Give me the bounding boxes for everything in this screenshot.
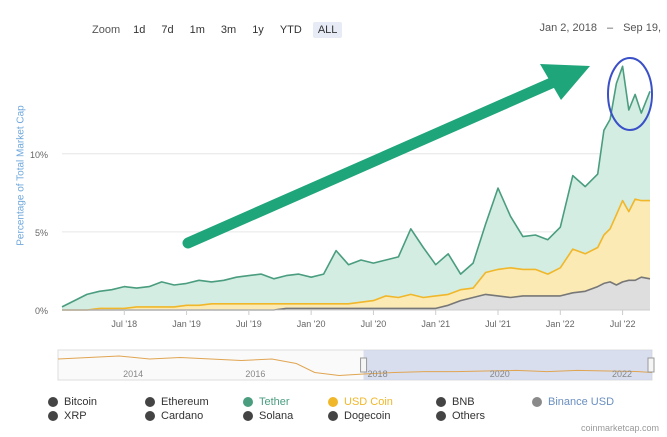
- legend-label: Others: [452, 410, 486, 422]
- legend-label: USD Coin: [344, 396, 393, 408]
- legend-marker: [145, 411, 155, 421]
- legend-item-bitcoin[interactable]: Bitcoin: [48, 396, 97, 408]
- range-from[interactable]: Jan 2, 2018: [539, 22, 597, 34]
- y-axis: 0% 5% 10%: [30, 150, 48, 316]
- navigator-tick-label: 2022: [612, 369, 632, 379]
- legend-marker: [328, 411, 338, 421]
- navigator: 2014 2016 2018 2020 2022: [57, 349, 655, 381]
- series-line-usd-coin: [62, 198, 650, 311]
- zoom-label: Zoom: [92, 24, 121, 36]
- legend-label: Cardano: [161, 410, 204, 422]
- zoom-1d-button[interactable]: 1d: [133, 24, 146, 36]
- navigator-selection: [363, 350, 652, 380]
- legend-label: Bitcoin: [64, 396, 98, 408]
- annotations: [182, 57, 653, 249]
- y-tick-label: 0%: [35, 306, 48, 316]
- navigator-tick-label: 2014: [123, 369, 143, 379]
- zoom-ytd-button[interactable]: YTD: [279, 24, 302, 36]
- legend-label: XRP: [64, 410, 87, 422]
- legend-item-solana[interactable]: Solana: [243, 410, 293, 422]
- legend-item-ethereum[interactable]: Ethereum: [145, 396, 209, 408]
- legend-label: Solana: [259, 410, 294, 422]
- legend-marker: [532, 397, 542, 407]
- legend-marker: [145, 397, 155, 407]
- legend-item-binance-usd[interactable]: Binance USD: [532, 396, 614, 408]
- legend-label: Ethereum: [161, 396, 209, 408]
- legend-marker: [243, 397, 253, 407]
- highlight-circle: [607, 57, 653, 131]
- range-separator: –: [606, 22, 614, 34]
- legend-label: Binance USD: [548, 396, 615, 408]
- range-to[interactable]: Sep 19,: [623, 22, 661, 34]
- zoom-bar: Zoom 1d 7d 1m 3m 1y YTD ALL: [92, 22, 343, 38]
- navigator-tick-label: 2016: [245, 369, 265, 379]
- legend-item-others[interactable]: Others: [436, 410, 485, 422]
- legend-item-cardano[interactable]: Cardano: [145, 410, 203, 422]
- x-tick-label: Jul '20: [361, 319, 387, 329]
- x-tick-label: Jul '19: [236, 319, 262, 329]
- x-axis: Jul '18 Jan '19 Jul '19 Jan '20 Jul '20 Jan '…: [62, 309, 650, 329]
- legend-marker: [48, 411, 58, 421]
- x-tick-label: Jan '20: [297, 319, 326, 329]
- series-area-usd-coin: [62, 199, 650, 310]
- x-tick-label: Jan '19: [172, 319, 201, 329]
- legend-marker: [243, 411, 253, 421]
- legend-label: Tether: [259, 396, 290, 408]
- zoom-7d-button[interactable]: 7d: [161, 24, 174, 36]
- navigator-tick-label: 2020: [490, 369, 510, 379]
- legend-item-xrp[interactable]: XRP: [48, 410, 87, 422]
- zoom-1m-button[interactable]: 1m: [189, 24, 205, 36]
- credits[interactable]: coinmarketcap.com: [580, 423, 659, 433]
- x-tick-label: Jul '18: [111, 319, 137, 329]
- series-area-binance-usd: [62, 277, 650, 310]
- navigator-tick-label: 2018: [368, 369, 388, 379]
- legend-item-tether[interactable]: Tether: [243, 396, 290, 408]
- series-areas: [61, 65, 651, 311]
- legend-marker: [48, 397, 58, 407]
- legend-marker: [328, 397, 338, 407]
- x-tick-label: Jan '21: [421, 319, 450, 329]
- x-tick-label: Jan '22: [546, 319, 575, 329]
- zoom-all-button[interactable]: ALL: [312, 22, 343, 38]
- legend-label: BNB: [452, 396, 475, 408]
- legend-marker: [436, 411, 446, 421]
- y-tick-label: 10%: [30, 150, 48, 160]
- legend-item-dogecoin[interactable]: Dogecoin: [328, 410, 390, 422]
- navigator-left-handle[interactable]: [360, 357, 368, 373]
- navigator-line: [57, 355, 653, 377]
- legend-item-usd-coin[interactable]: USD Coin: [328, 396, 393, 408]
- series-line-tether: [61, 65, 651, 308]
- x-tick-label: Jul '21: [485, 319, 511, 329]
- y-tick-label: 5%: [35, 228, 48, 238]
- date-range: Jan 2, 2018 – Sep 19,: [539, 22, 661, 34]
- trend-arrow-shaft: [182, 75, 562, 249]
- legend-marker: [436, 397, 446, 407]
- series-area-tether: [62, 66, 650, 310]
- navigator-right-handle[interactable]: [647, 357, 655, 373]
- trend-arrow-head: [540, 64, 590, 100]
- chart[interactable]: 0%5%10% Jul '18 Jan '19 Jul '19 Jan '20 Jul …: [0, 0, 667, 395]
- zoom-3m-button[interactable]: 3m: [220, 24, 237, 36]
- legend-label: Dogecoin: [344, 410, 391, 422]
- legend-item-bnb[interactable]: BNB: [436, 396, 475, 408]
- zoom-1y-button[interactable]: 1y: [252, 24, 264, 36]
- x-tick-label: Jul '22: [610, 319, 636, 329]
